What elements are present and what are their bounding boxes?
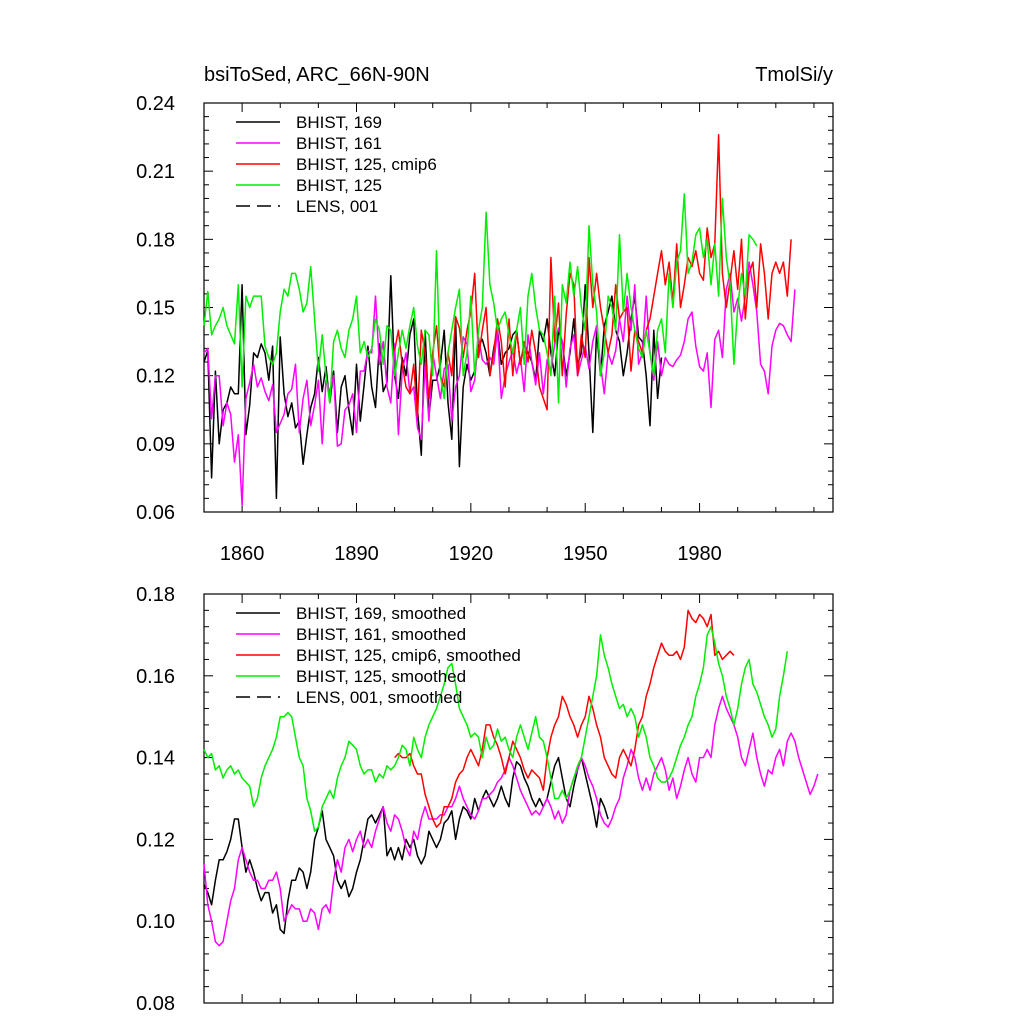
legend-label: BHIST, 161 [296,134,382,153]
legend-label: BHIST, 169, smoothed [296,604,466,623]
y-tick-label: 0.16 [136,666,175,688]
legend-label: LENS, 001, smoothed [296,688,462,707]
y-tick-label: 0.09 [136,434,175,456]
series-line-2 [203,261,796,506]
y-tick-label: 0.24 [136,93,175,115]
y-tick-label: 0.14 [136,748,175,770]
legend-label: BHIST, 125, smoothed [296,667,466,686]
y-tick-label: 0.10 [136,911,175,933]
y-tick-label: 0.12 [136,829,175,851]
y-tick-label: 0.18 [136,584,175,606]
chart-title-left: bsiToSed, ARC_66N-90N [204,64,430,86]
y-tick-label: 0.06 [136,502,175,524]
y-tick-label: 0.08 [136,993,175,1015]
plot-frame [203,593,834,1004]
y-tick-label: 0.21 [136,161,175,183]
x-tick-label: 1980 [677,543,722,565]
top-panel-time-series-chart: 0.06 0.09 0.12 0.15 0.18 0.21 0.24 1860 1890 1920… [136,64,834,565]
legend-label: BHIST, 125, cmip6 [296,155,437,174]
y-tick-label: 0.15 [136,298,175,320]
y-tick-label: 0.18 [136,229,175,251]
bottom-panel-smoothed-chart: 0.08 0.10 0.12 0.14 0.16 0.18 BHIST, 169, smoo… [136,584,834,1015]
x-tick-label: 1890 [334,543,379,565]
series-line-3 [393,134,792,418]
series-line-2 [203,695,819,947]
x-tick-label: 1950 [563,543,608,565]
legend-label: BHIST, 125 [296,176,382,195]
x-tick-label: 1920 [449,543,494,565]
chart-title-units: TmolSi/y [755,64,833,86]
series-line-4 [203,625,789,832]
series-line-1 [203,274,663,500]
x-tick-label: 1860 [220,543,265,565]
legend-label: BHIST, 161, smoothed [296,625,466,644]
y-tick-label: 0.12 [136,366,175,388]
legend-label: BHIST, 125, cmip6, smoothed [296,646,521,665]
series-line-1 [203,756,609,935]
series-line-4 [203,193,758,404]
legend-label: LENS, 001 [296,197,378,216]
series-line-3 [394,609,735,828]
legend-label: BHIST, 169 [296,113,382,132]
